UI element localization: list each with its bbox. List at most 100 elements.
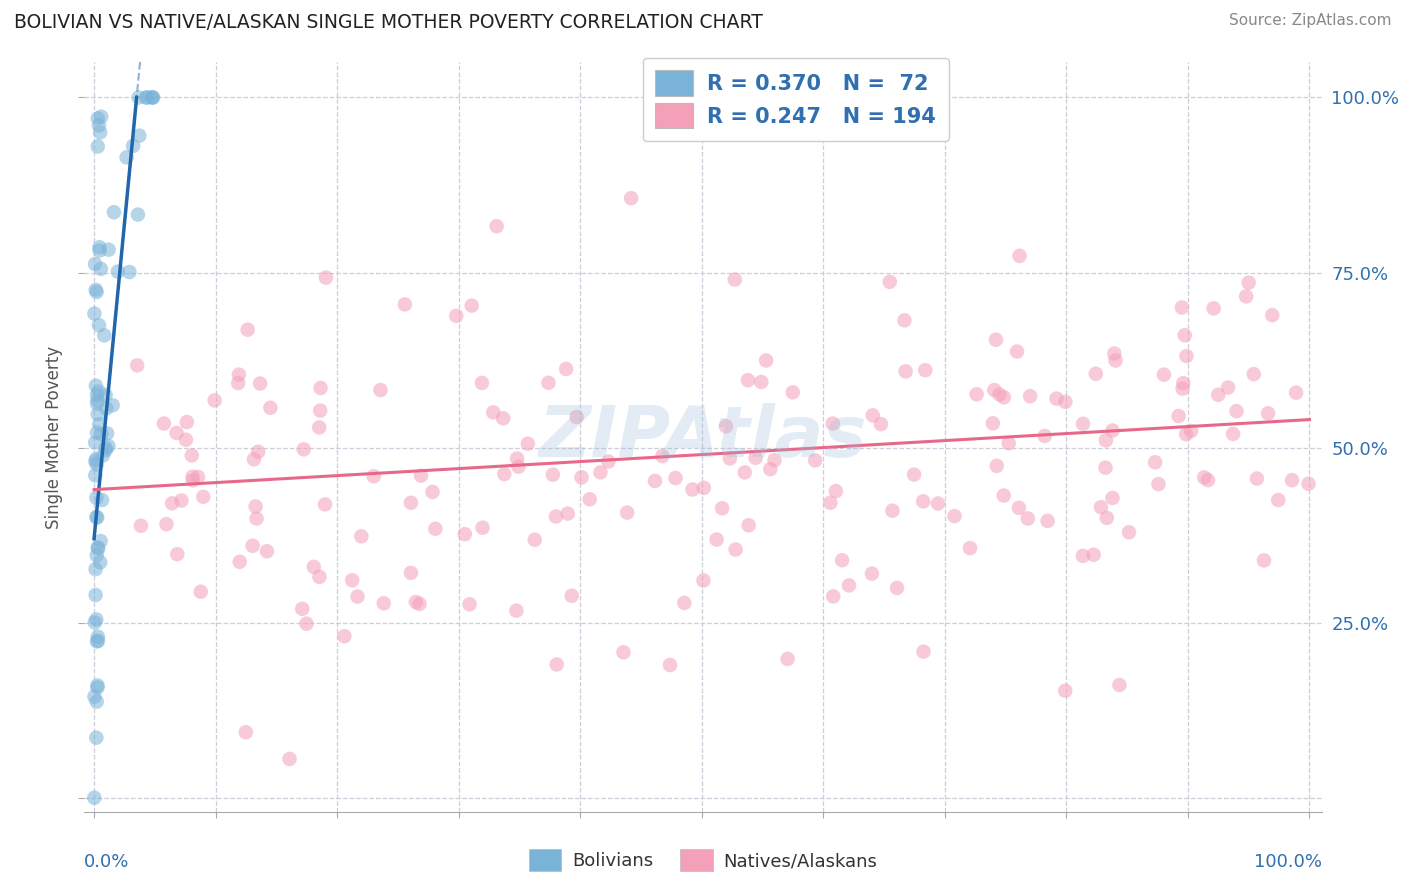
Point [84, 562, 107, 576]
Point [86, 397, 108, 411]
Point [1005, 344, 1028, 359]
Point [537, 376, 560, 390]
Point [86, 491, 108, 505]
Point [127, 359, 149, 373]
Point [959, 541, 981, 555]
Point [84, 454, 107, 468]
Point [243, 452, 266, 467]
Point [373, 596, 395, 610]
Point [1101, 491, 1123, 505]
Point [129, 518, 152, 533]
Point [598, 454, 620, 468]
Point [776, 652, 799, 666]
Point [86, 407, 108, 421]
Point [763, 453, 786, 467]
Point [247, 444, 270, 458]
Point [83, 690, 105, 704]
Point [523, 533, 546, 547]
Point [204, 393, 226, 408]
Point [141, 90, 163, 104]
Point [86, 731, 108, 745]
Point [181, 469, 204, 483]
Point [135, 90, 157, 104]
Point [394, 297, 416, 311]
Point [1118, 525, 1140, 540]
Point [1008, 249, 1031, 263]
Point [90, 534, 112, 549]
Point [87, 112, 110, 126]
Point [1017, 511, 1039, 525]
Point [492, 411, 515, 425]
Point [193, 490, 215, 504]
Point [565, 409, 588, 424]
Point [458, 597, 481, 611]
Point [862, 409, 884, 423]
Point [141, 90, 163, 104]
Point [516, 436, 538, 450]
Point [997, 436, 1019, 450]
Point [1202, 301, 1225, 316]
Legend: R = 0.370   N =  72, R = 0.247   N = 194: R = 0.370 N = 72, R = 0.247 N = 194 [643, 58, 949, 141]
Point [291, 602, 314, 616]
Point [166, 547, 188, 561]
Point [408, 597, 430, 611]
Point [1285, 385, 1308, 400]
Point [90, 427, 112, 442]
Point [1197, 473, 1219, 487]
Point [673, 596, 696, 610]
Point [1104, 346, 1126, 360]
Point [86, 695, 108, 709]
Point [821, 417, 844, 431]
Point [181, 474, 204, 488]
Point [879, 275, 901, 289]
Point [927, 496, 949, 510]
Point [118, 265, 141, 279]
Point [1243, 367, 1265, 381]
Point [160, 496, 183, 510]
Point [1108, 678, 1130, 692]
Point [616, 506, 638, 520]
Point [315, 270, 337, 285]
Point [693, 481, 716, 495]
Point [83, 615, 105, 630]
Point [89, 244, 111, 258]
Point [84, 468, 107, 483]
Point [370, 383, 392, 397]
Point [96, 401, 118, 416]
Point [1054, 395, 1077, 409]
Point [1173, 376, 1195, 391]
Point [555, 362, 578, 376]
Point [86, 634, 108, 648]
Point [870, 417, 893, 431]
Point [94, 388, 117, 402]
Point [409, 468, 432, 483]
Point [86, 681, 108, 695]
Point [494, 467, 516, 481]
Point [242, 539, 264, 553]
Point [651, 449, 673, 463]
Point [471, 521, 494, 535]
Point [309, 403, 332, 417]
Point [89, 555, 111, 569]
Point [425, 522, 447, 536]
Point [1104, 353, 1126, 368]
Point [505, 604, 527, 618]
Point [454, 527, 477, 541]
Point [1192, 470, 1215, 484]
Point [692, 574, 714, 588]
Point [1144, 455, 1167, 469]
Point [1008, 500, 1031, 515]
Point [589, 466, 612, 480]
Point [1171, 301, 1194, 315]
Point [84, 612, 107, 626]
Point [83, 307, 105, 321]
Point [309, 381, 332, 395]
Point [87, 139, 110, 153]
Point [399, 496, 422, 510]
Point [314, 497, 336, 511]
Legend: Bolivians, Natives/Alaskans: Bolivians, Natives/Alaskans [522, 842, 884, 879]
Point [342, 574, 364, 588]
Point [1175, 349, 1198, 363]
Point [422, 485, 444, 500]
Point [744, 450, 766, 465]
